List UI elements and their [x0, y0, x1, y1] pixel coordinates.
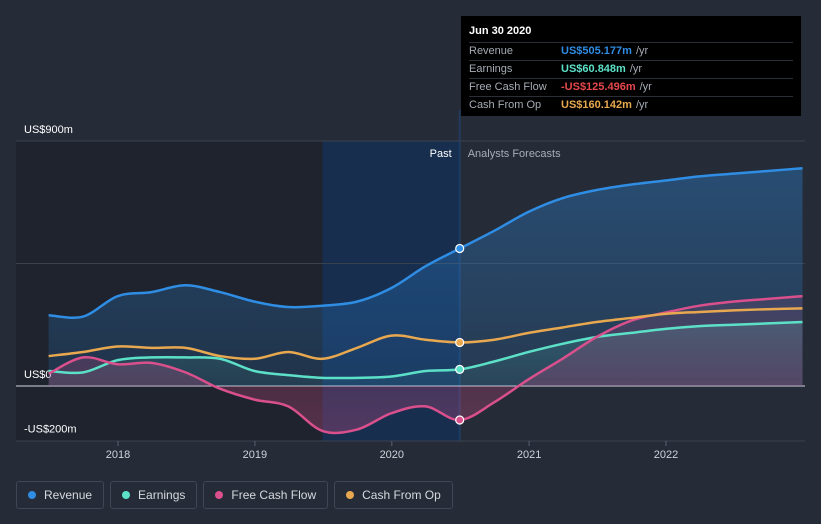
series-line-cash-from-op: [48, 307, 803, 361]
legend-item-free-cash-flow[interactable]: Free Cash Flow: [203, 481, 329, 509]
data-point-marker: [455, 337, 465, 348]
legend-item-revenue[interactable]: Revenue: [16, 481, 105, 509]
y-tick-label: US$0: [24, 369, 52, 381]
data-point-marker: [455, 364, 465, 374]
data-point-marker: [455, 243, 465, 254]
series-line-free-cash-flow: [48, 294, 803, 435]
data-tooltip: Jun 30 2020 Revenue US$505.177m /yr Earn…: [461, 16, 801, 116]
tooltip-value: US$60.848m: [561, 63, 626, 75]
legend-label: Free Cash Flow: [231, 488, 317, 502]
tooltip-row-revenue: Revenue US$505.177m /yr: [469, 42, 793, 60]
tooltip-label: Cash From Op: [469, 99, 542, 111]
tooltip-row-earnings: Earnings US$60.848m /yr: [469, 60, 793, 78]
legend-label: Earnings: [138, 488, 186, 502]
legend-item-cash-from-op[interactable]: Cash From Op: [334, 481, 453, 509]
tooltip-value: -US$125.496m: [561, 81, 636, 93]
legend-dot-icon: [28, 491, 36, 499]
tooltip-row-free-cash-flow: Free Cash Flow -US$125.496m /yr: [469, 78, 793, 96]
chart-legend: Revenue Earnings Free Cash Flow Cash Fro…: [16, 481, 453, 509]
tooltip-value: US$160.142m: [561, 99, 632, 111]
tooltip-value: US$505.177m: [561, 45, 632, 57]
series-line-revenue: [48, 166, 803, 319]
x-tick-label: 2022: [654, 449, 678, 461]
tooltip-unit: /yr: [635, 99, 649, 111]
y-tick-label: US$900m: [24, 124, 73, 136]
tooltip-label: Free Cash Flow: [469, 81, 547, 93]
legend-dot-icon: [215, 491, 224, 499]
tooltip-unit: /yr: [639, 81, 652, 93]
tooltip-row-cash-from-op: Cash From Op US$160.142m /yr: [469, 96, 793, 114]
tooltip-unit: /yr: [629, 63, 643, 75]
tooltip-unit: /yr: [635, 45, 649, 57]
data-point-marker: [455, 415, 465, 425]
legend-dot-icon: [122, 491, 131, 499]
series-area-free-cash-flow: [48, 296, 803, 433]
tooltip-label: Earnings: [469, 63, 513, 75]
legend-label: Revenue: [44, 488, 93, 502]
tooltip-label: Revenue: [469, 45, 514, 57]
legend-item-earnings[interactable]: Earnings: [110, 481, 198, 509]
x-tick-label: 2019: [243, 449, 267, 461]
tooltip-date: Jun 30 2020: [469, 25, 532, 37]
legend-dot-icon: [346, 491, 355, 499]
series-line-earnings: [48, 320, 803, 380]
legend-label: Cash From Op: [362, 488, 441, 502]
past-label: Past: [430, 148, 452, 160]
x-tick-label: 2020: [380, 449, 404, 461]
y-tick-label: -US$200m: [24, 423, 77, 435]
x-tick-label: 2018: [106, 449, 130, 461]
forecast-label: Analysts Forecasts: [468, 148, 561, 160]
x-tick-label: 2021: [517, 449, 541, 461]
